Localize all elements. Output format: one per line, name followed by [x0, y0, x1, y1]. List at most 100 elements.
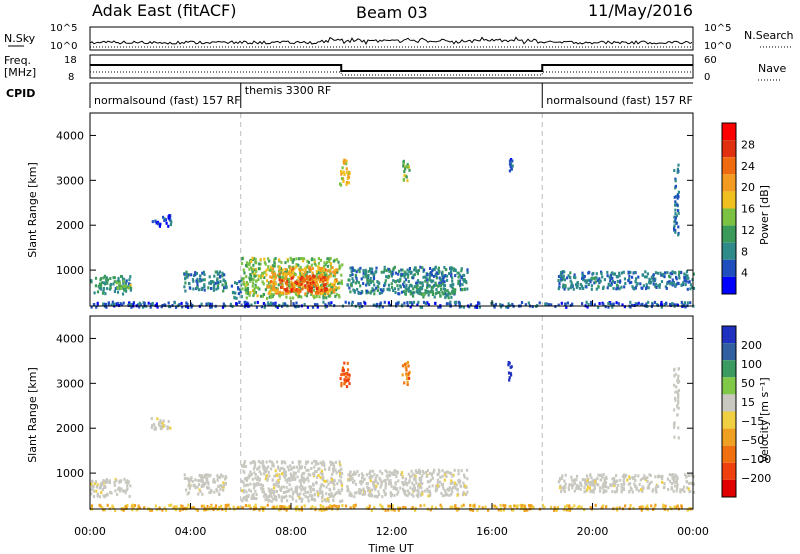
data-cell — [434, 486, 438, 490]
data-cell — [161, 426, 164, 430]
data-cell — [244, 303, 247, 307]
data-cell — [186, 302, 189, 306]
data-cell — [324, 263, 327, 267]
data-cell — [563, 486, 567, 490]
data-cell — [395, 487, 398, 491]
data-cell — [593, 484, 596, 488]
data-cell — [451, 279, 454, 283]
data-cell — [411, 506, 414, 510]
colorbar-segment — [722, 191, 736, 209]
data-cell — [192, 287, 195, 291]
data-cell — [297, 291, 301, 295]
data-cell — [132, 506, 135, 510]
data-cell — [438, 281, 441, 285]
data-cell — [333, 280, 336, 284]
data-cell — [445, 474, 448, 478]
nsky-label: N.Sky — [4, 32, 36, 45]
data-cell — [262, 490, 266, 494]
data-cell — [96, 494, 99, 498]
data-cell — [350, 270, 353, 274]
data-cell — [454, 486, 457, 490]
data-cell — [678, 270, 681, 274]
data-cell — [415, 471, 418, 474]
data-cell — [404, 167, 407, 171]
data-cell — [356, 287, 359, 291]
y-tick-label: 2000 — [56, 422, 84, 435]
data-cell — [277, 283, 280, 287]
data-cell — [570, 281, 573, 285]
data-cell — [446, 289, 449, 293]
data-cell — [566, 276, 569, 280]
data-cell — [557, 303, 560, 307]
data-cell — [348, 493, 351, 497]
data-cell — [349, 283, 352, 287]
data-cell — [437, 270, 441, 274]
data-cell — [335, 491, 338, 495]
data-cell — [406, 380, 409, 384]
data-cell — [461, 493, 465, 497]
data-cell — [631, 285, 634, 289]
data-cell — [618, 271, 621, 275]
data-cell — [676, 483, 679, 487]
data-cell — [306, 284, 310, 288]
data-cell — [594, 480, 597, 484]
data-cell — [671, 302, 674, 306]
data-cell — [405, 283, 408, 287]
data-cell — [648, 482, 651, 485]
data-cell — [102, 479, 105, 482]
data-cell — [151, 220, 154, 224]
data-cell — [296, 289, 299, 293]
data-cell — [335, 504, 338, 508]
data-cell — [672, 489, 675, 493]
data-cell — [314, 470, 317, 474]
data-cell — [344, 300, 347, 304]
data-cell — [193, 506, 196, 510]
data-cell — [132, 504, 135, 508]
data-cell — [304, 270, 307, 274]
data-cell — [401, 268, 404, 272]
data-cell — [253, 292, 256, 296]
data-cell — [328, 466, 331, 470]
data-cell — [646, 272, 649, 276]
data-cell — [100, 285, 103, 288]
data-cell — [212, 478, 215, 482]
data-cell — [291, 260, 294, 264]
data-cell — [187, 491, 191, 495]
data-cell — [583, 508, 586, 512]
data-cell — [322, 476, 325, 480]
data-cell — [313, 459, 316, 463]
data-cell — [452, 473, 455, 477]
data-cell — [628, 477, 631, 480]
data-cell — [507, 371, 511, 375]
data-cell — [98, 283, 101, 286]
data-cell — [324, 268, 327, 272]
data-cell — [677, 211, 680, 215]
data-cell — [362, 269, 365, 273]
data-cell — [272, 492, 276, 496]
data-cell — [285, 295, 288, 299]
data-cell — [419, 265, 422, 269]
data-cell — [615, 474, 618, 478]
data-cell — [683, 303, 686, 307]
data-cell — [581, 271, 584, 275]
data-cell — [272, 273, 275, 277]
data-cell — [214, 270, 217, 274]
data-cell — [674, 372, 677, 376]
data-cell — [265, 273, 268, 277]
data-cell — [416, 269, 419, 273]
data-cell — [523, 508, 526, 512]
data-cell — [335, 268, 339, 272]
data-cell — [617, 483, 620, 487]
data-cell — [680, 504, 683, 508]
data-cell — [357, 291, 360, 295]
data-cell — [367, 488, 370, 492]
data-cell — [159, 420, 162, 424]
data-cell — [366, 274, 370, 278]
data-cell — [340, 384, 343, 388]
data-cell — [301, 485, 304, 489]
data-cell — [378, 493, 381, 497]
data-cell — [373, 506, 376, 509]
data-cell — [412, 484, 415, 487]
data-cell — [278, 258, 281, 262]
data-cell — [299, 497, 302, 501]
